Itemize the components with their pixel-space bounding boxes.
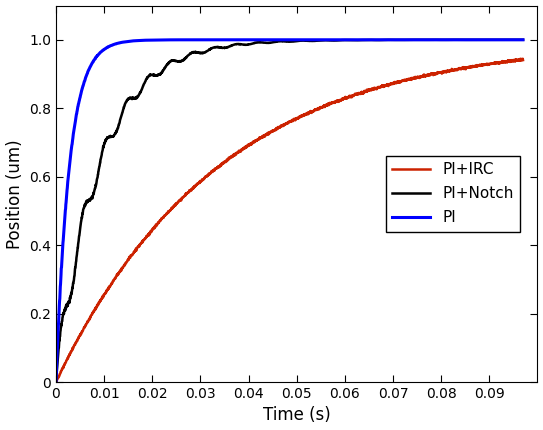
PI — [295, 114, 302, 120]
PI+IRC — [295, 37, 302, 43]
Y-axis label: Position (um): Position (um) — [5, 139, 23, 249]
PI — [75, 336, 81, 341]
PI — [520, 58, 526, 63]
PI — [136, 243, 142, 248]
PI — [272, 127, 279, 132]
PI+Notch — [272, 39, 279, 44]
PI — [53, 379, 59, 384]
Legend: PI+IRC, PI+Notch, PI: PI+IRC, PI+Notch, PI — [386, 156, 520, 232]
PI+IRC — [272, 37, 279, 43]
PI+Notch — [520, 37, 526, 43]
PI — [517, 56, 524, 61]
PI — [102, 290, 109, 295]
X-axis label: Time (s): Time (s) — [263, 406, 331, 424]
PI+IRC — [102, 46, 109, 52]
PI+Notch — [186, 52, 192, 58]
PI+Notch — [295, 38, 301, 43]
PI+Notch — [136, 92, 142, 98]
PI — [186, 189, 192, 194]
PI+IRC — [136, 38, 142, 43]
PI+Notch — [74, 245, 81, 250]
PI — [53, 380, 60, 385]
PI+IRC — [520, 37, 526, 43]
PI+IRC — [186, 37, 192, 43]
Line: PI: PI — [56, 59, 523, 382]
Line: PI+IRC: PI+IRC — [56, 40, 523, 382]
Line: PI+Notch: PI+Notch — [56, 40, 523, 382]
PI+Notch — [53, 380, 59, 385]
PI+IRC — [53, 380, 59, 385]
PI+Notch — [518, 37, 525, 43]
PI+IRC — [74, 104, 81, 109]
PI+Notch — [102, 139, 109, 144]
PI+IRC — [292, 37, 298, 43]
